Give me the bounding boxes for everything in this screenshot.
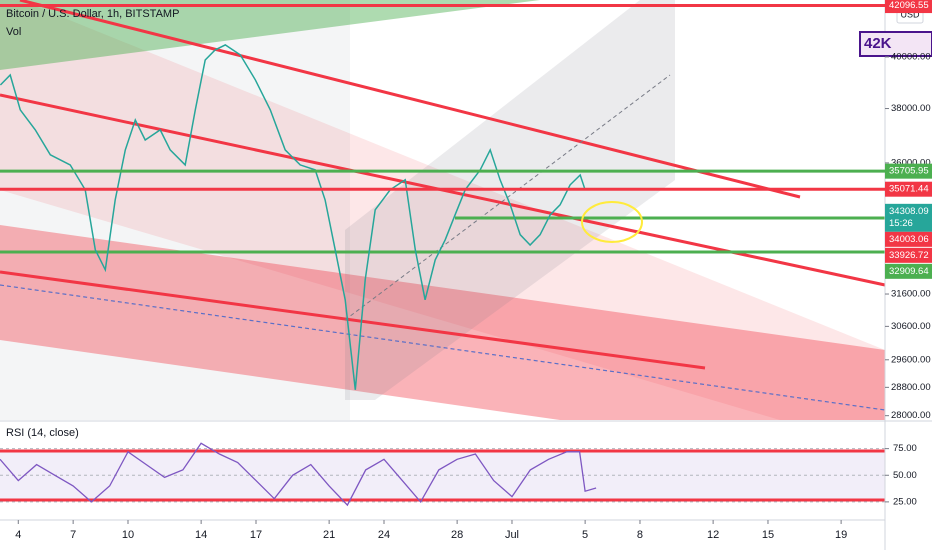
x-tick-label: 14 [195, 529, 207, 541]
x-tick-label: 21 [323, 529, 335, 541]
y-tick-label: 28000.00 [891, 410, 931, 421]
price-label-box [885, 163, 932, 179]
x-tick-label: 19 [835, 529, 847, 541]
rsi-tick-label: 50.00 [893, 470, 917, 481]
price-label-box [885, 231, 932, 247]
y-tick-label: 31600.00 [891, 289, 931, 300]
rsi-band [0, 451, 885, 500]
badge: 42K [864, 35, 892, 52]
trend-line [0, 270, 706, 370]
price-label: 42096.55 [889, 0, 929, 11]
x-tick-label: 15 [762, 529, 774, 541]
price-line [0, 44, 586, 390]
y-tick-label: 30600.00 [891, 321, 931, 332]
rsi-line [0, 442, 597, 507]
x-tick-label: 7 [70, 529, 76, 541]
price-label: 34003.06 [889, 234, 929, 245]
channel [0, 225, 885, 420]
price-label: 34308.09 [889, 206, 929, 217]
y-tick-label: 29600.00 [891, 354, 931, 365]
x-tick-label: 24 [378, 529, 390, 541]
volume-label: Vol [6, 26, 21, 38]
trend-line [19, 0, 801, 199]
rsi-title: RSI (14, close) [6, 427, 79, 439]
x-tick-label: 12 [707, 529, 719, 541]
y-tick-label: 28800.00 [891, 382, 931, 393]
rsi-drawings [0, 449, 885, 502]
price-label-box [885, 263, 932, 279]
y-tick-label: 36000.00 [891, 157, 931, 168]
channel [0, 0, 540, 70]
countdown: 15:26 [889, 218, 913, 229]
x-tick-label: Jul [505, 529, 519, 541]
price-label: 35071.44 [889, 184, 929, 195]
drawings [0, 0, 886, 420]
price-label: 33926.72 [889, 250, 929, 261]
channel [0, 0, 885, 420]
x-tick-label: 8 [637, 529, 643, 541]
price-label-box [885, 0, 932, 14]
x-tick-label: 5 [582, 529, 588, 541]
y-tick-label: 40000.00 [891, 51, 931, 62]
rsi-tick-label: 25.00 [893, 496, 917, 507]
x-tick-label: 10 [122, 529, 134, 541]
chart-title: Bitcoin / U.S. Dollar, 1h, BITSTAMP [6, 8, 179, 20]
price-label: 35705.95 [889, 166, 929, 177]
x-tick-label: 17 [250, 529, 262, 541]
badge-box [859, 31, 932, 57]
price-label-box [885, 247, 932, 263]
rsi-tick-label: 75.00 [893, 443, 917, 454]
price-label: 32909.64 [889, 266, 929, 277]
highlight [581, 201, 643, 243]
channel [345, 0, 675, 400]
x-tick-label: 4 [15, 529, 21, 541]
y-tick-label: 38000.00 [891, 103, 931, 114]
price-label-box [885, 181, 932, 197]
x-tick-label: 28 [451, 529, 463, 541]
currency: USD [900, 9, 920, 19]
dashed-line [0, 284, 886, 411]
price-label-box [885, 203, 932, 232]
